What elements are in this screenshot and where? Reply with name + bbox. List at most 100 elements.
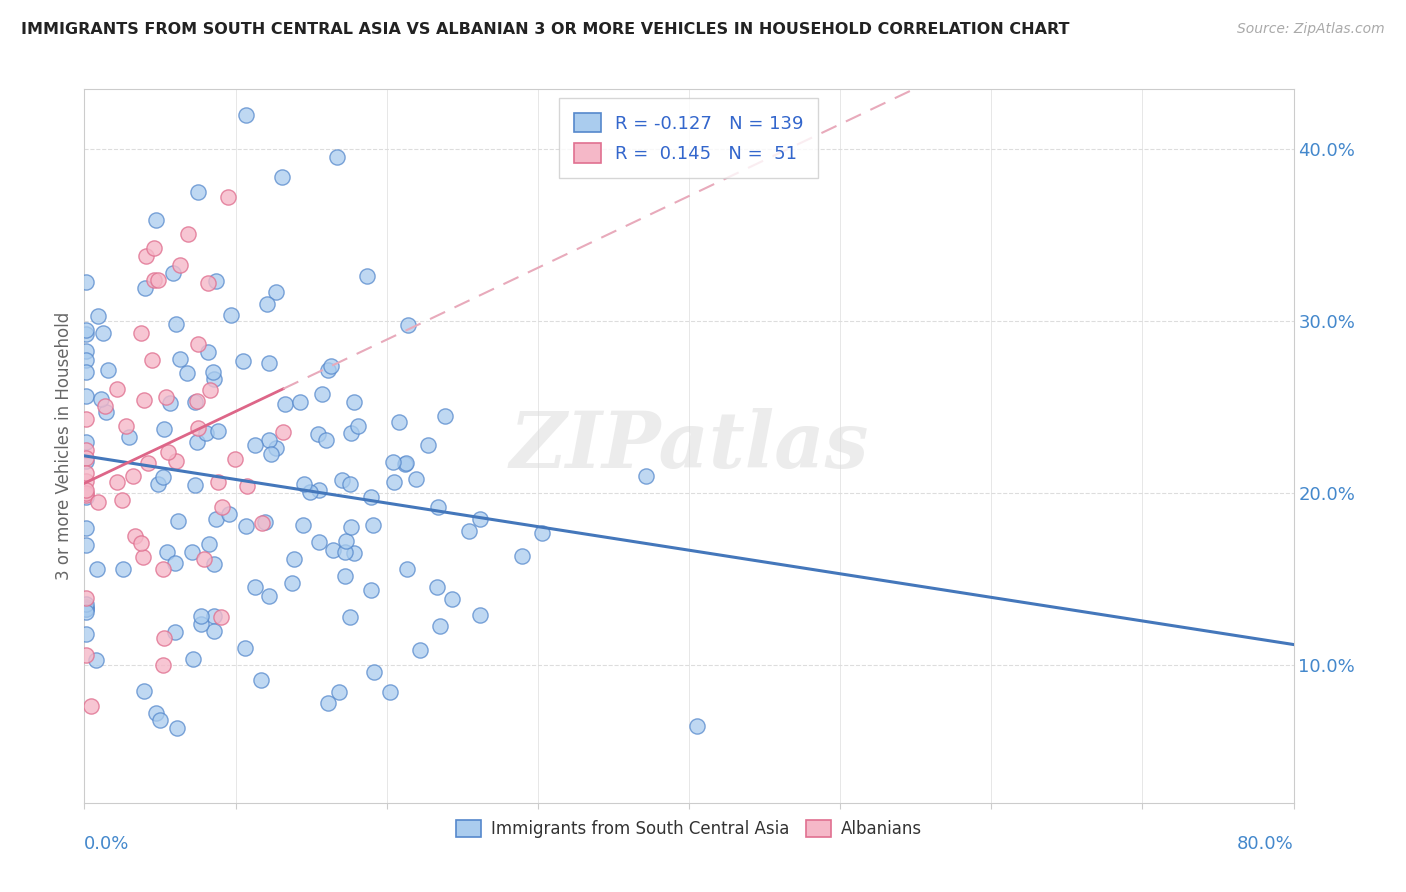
Point bbox=[146, 273, 169, 287]
Point bbox=[409, 642, 432, 657]
Point bbox=[232, 354, 254, 368]
Point bbox=[634, 468, 657, 483]
Point bbox=[111, 562, 134, 576]
Point bbox=[111, 493, 134, 508]
Point bbox=[146, 477, 169, 491]
Point bbox=[197, 277, 219, 291]
Point bbox=[274, 397, 297, 411]
Point bbox=[395, 456, 418, 470]
Point bbox=[129, 326, 152, 341]
Point bbox=[75, 323, 97, 337]
Point bbox=[162, 266, 184, 280]
Point bbox=[75, 605, 97, 619]
Point bbox=[184, 478, 207, 492]
Point bbox=[91, 326, 114, 340]
Point bbox=[380, 685, 402, 699]
Point bbox=[363, 665, 385, 680]
Point bbox=[75, 443, 97, 458]
Point bbox=[136, 456, 159, 470]
Point bbox=[75, 538, 97, 552]
Point bbox=[332, 473, 354, 487]
Point bbox=[159, 396, 181, 410]
Point bbox=[86, 653, 108, 667]
Point bbox=[181, 652, 204, 666]
Point bbox=[256, 297, 278, 311]
Point bbox=[75, 454, 97, 468]
Point bbox=[75, 352, 97, 367]
Point bbox=[219, 308, 242, 322]
Point bbox=[105, 382, 128, 396]
Point bbox=[343, 546, 366, 560]
Point bbox=[152, 470, 174, 484]
Point bbox=[165, 556, 187, 570]
Point bbox=[333, 568, 356, 582]
Point bbox=[194, 425, 217, 440]
Point bbox=[260, 447, 283, 461]
Point bbox=[254, 515, 277, 529]
Point bbox=[322, 543, 344, 558]
Point bbox=[202, 624, 225, 638]
Legend: Immigrants from South Central Asia, Albanians: Immigrants from South Central Asia, Alba… bbox=[449, 813, 929, 845]
Point bbox=[257, 434, 280, 448]
Point bbox=[207, 424, 229, 438]
Point bbox=[118, 430, 141, 444]
Point bbox=[360, 582, 382, 597]
Point bbox=[211, 500, 233, 515]
Point bbox=[153, 422, 176, 436]
Point bbox=[75, 602, 97, 616]
Point bbox=[186, 186, 208, 200]
Point bbox=[202, 609, 225, 624]
Point bbox=[243, 438, 266, 452]
Point bbox=[75, 648, 97, 662]
Point bbox=[381, 455, 404, 469]
Point bbox=[75, 597, 97, 611]
Point bbox=[266, 441, 288, 455]
Point bbox=[75, 599, 97, 614]
Point bbox=[169, 352, 191, 367]
Point bbox=[75, 591, 97, 606]
Point bbox=[143, 241, 166, 255]
Point bbox=[280, 575, 302, 590]
Point bbox=[165, 454, 187, 468]
Point bbox=[205, 274, 228, 288]
Point bbox=[396, 318, 419, 332]
Point bbox=[75, 466, 97, 480]
Point bbox=[142, 273, 165, 287]
Point bbox=[169, 258, 191, 272]
Point bbox=[75, 326, 97, 341]
Point bbox=[197, 345, 219, 359]
Point bbox=[266, 285, 288, 299]
Point bbox=[326, 150, 349, 164]
Point bbox=[141, 353, 163, 368]
Point bbox=[134, 281, 156, 295]
Point bbox=[218, 507, 240, 521]
Point bbox=[177, 227, 200, 242]
Point bbox=[307, 427, 329, 442]
Point bbox=[311, 387, 333, 401]
Point bbox=[440, 591, 463, 606]
Point bbox=[187, 337, 209, 351]
Point bbox=[176, 366, 198, 380]
Point bbox=[75, 490, 97, 504]
Point bbox=[134, 684, 156, 698]
Point bbox=[418, 438, 440, 452]
Point bbox=[165, 624, 187, 639]
Point bbox=[135, 249, 157, 263]
Point bbox=[184, 395, 207, 409]
Point bbox=[335, 534, 357, 549]
Point bbox=[75, 601, 97, 615]
Point bbox=[257, 356, 280, 370]
Point bbox=[250, 516, 273, 531]
Point bbox=[145, 706, 167, 721]
Point bbox=[75, 365, 97, 379]
Point bbox=[181, 545, 204, 559]
Point bbox=[209, 610, 232, 624]
Point bbox=[97, 363, 120, 377]
Point bbox=[145, 213, 167, 227]
Point bbox=[198, 536, 221, 550]
Point bbox=[235, 108, 257, 122]
Point bbox=[339, 610, 361, 624]
Point bbox=[319, 359, 342, 374]
Point bbox=[335, 545, 357, 559]
Point bbox=[224, 452, 246, 467]
